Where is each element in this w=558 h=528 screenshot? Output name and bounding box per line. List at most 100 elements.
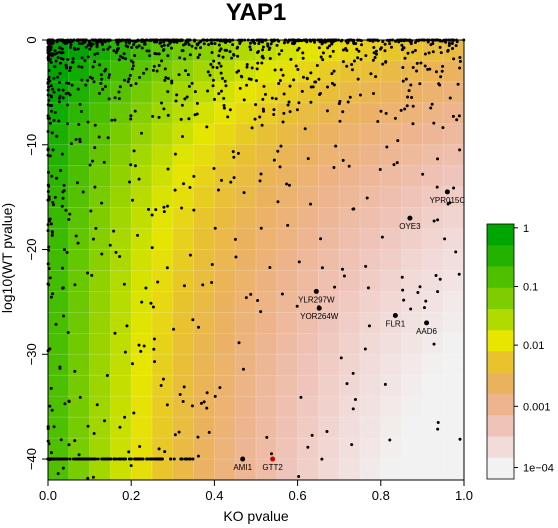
scatter-point [282,92,286,96]
scatter-point [179,117,183,121]
scatter-point [73,369,77,373]
scatter-point [261,97,265,101]
scatter-point [212,166,216,170]
heatmap-cell [110,249,132,271]
legend-label: 1 [523,223,529,235]
scatter-point [210,41,214,45]
scatter-point [458,66,462,70]
scatter-point [401,288,405,292]
scatter-point [48,116,52,120]
scatter-point [213,394,217,398]
scatter-point [297,260,301,264]
scatter-point [436,427,440,431]
heatmap-cell [297,312,319,334]
scatter-point [58,365,62,369]
heatmap-cell [172,165,195,188]
scatter-point [258,179,262,183]
scatter-point [303,127,307,131]
legend-swatch [487,287,514,310]
scatter-point [259,226,263,230]
heatmap-cell [339,207,361,230]
heatmap-cell [422,417,444,439]
x-tick-label: 0.8 [372,488,390,503]
scatter-point [89,209,93,213]
y-tick-label: −40 [24,448,39,470]
heatmap-cell [401,417,423,439]
scatter-point [124,57,128,61]
scatter-point [166,204,170,208]
heatmap-cell [152,459,174,481]
scatter-point [119,54,123,58]
heatmap-cell [401,40,423,62]
scatter-point [68,212,72,216]
heatmap-cell [380,186,403,209]
heatmap-cell [68,417,91,439]
heatmap-cell [318,60,340,83]
scatter-point [401,65,405,69]
scatter-point [80,42,84,46]
scatter-point [145,67,149,71]
legend-swatch [487,330,514,352]
scatter-point [270,96,274,100]
scatter-point [245,63,249,66]
heatmap-cell [297,333,319,355]
scatter-point [333,285,337,289]
heatmap-cell [360,333,382,355]
scatter-point [174,99,178,103]
scatter-point [165,403,169,407]
scatter-point [351,371,355,375]
heatmap-cell [422,144,444,167]
scatter-point [220,76,224,80]
scatter-point [268,266,272,269]
scatter-point [315,64,319,68]
scatter-point [80,56,84,60]
scatter-point [451,47,455,51]
scatter-point [47,218,51,222]
heatmap-cell [172,438,195,460]
scatter-point [432,219,436,223]
scatter-point [326,46,330,50]
heatmap-cell [235,165,257,188]
y-tick-label: −30 [24,343,39,365]
scatter-point [294,64,298,68]
heatmap-cell [318,186,340,209]
scatter-point [341,60,345,64]
heatmap-cell [360,144,382,167]
scatter-point [224,84,228,88]
scatter-point [186,73,190,77]
heatmap-cell [89,207,111,230]
scatter-point [392,163,396,167]
scatter-point [228,108,232,112]
heatmap-cell [339,60,361,83]
scatter-point [148,54,152,58]
scatter-point [399,108,403,112]
scatter-point [379,109,383,113]
scatter-point [458,437,462,441]
heatmap-cell [401,354,423,376]
scatter-point [61,286,65,290]
scatter-point [168,41,172,45]
scatter-point [228,39,232,43]
scatter-point [124,40,128,44]
scatter-point [249,48,253,52]
scatter-point [272,108,276,112]
heatmap-cell [360,165,382,188]
heatmap-cell [297,417,319,439]
scatter-point [374,49,378,53]
scatter-point [198,53,202,57]
scatter-point [256,50,260,54]
scatter-point [408,39,412,43]
labeled-points: YPR015C OYE3 YLR297W YOR264W FLR1 AAD6 AMI1 GTT… [233,189,465,472]
heatmap-cell [422,228,444,251]
scatter-point [89,44,93,48]
heatmap-cell [89,123,111,146]
heatmap-cell [360,123,382,146]
scatter-point [221,55,225,59]
scatter-point [64,91,68,95]
heatmap-cell [318,333,340,355]
legend-swatch [487,351,514,374]
scatter-point [232,155,236,159]
heatmap-cell [380,144,403,167]
labeled-point [407,215,413,221]
heatmap-cell [131,333,153,355]
